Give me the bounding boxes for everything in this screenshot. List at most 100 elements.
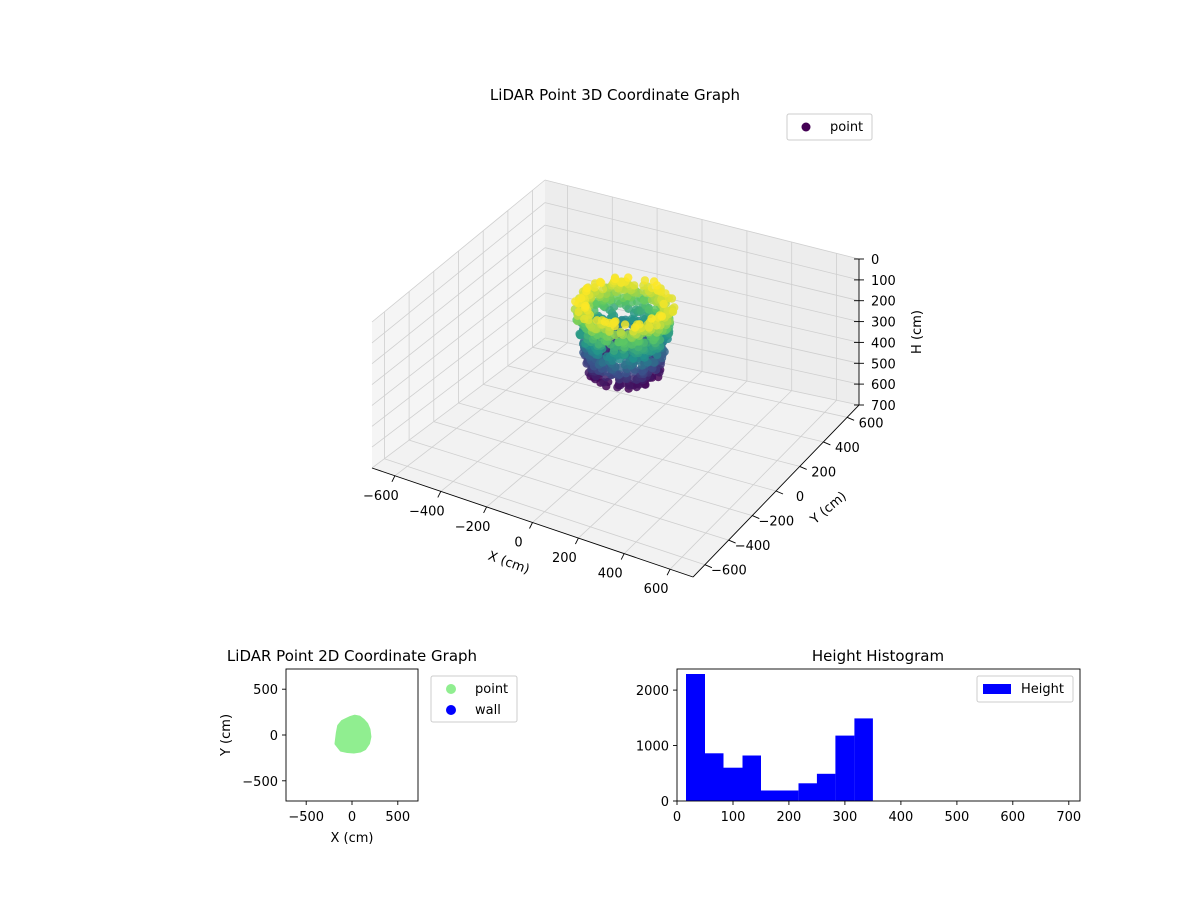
x-tick-label-3d: −600 [363,489,399,504]
y-tick-mark-3d [775,490,784,495]
grid-floor-y-line [483,384,800,467]
point-3d [652,281,662,290]
grid-side-z-line [371,315,546,448]
x-tick-label-histogram: 700 [1056,810,1081,825]
point-3d [647,314,656,323]
legend-2d-point-marker [446,684,456,694]
y-tick-label-3d: 400 [835,441,860,456]
point-3d [582,284,591,293]
x-tick-label-2d: 500 [385,810,410,825]
point-3d [597,278,606,288]
point-3d [657,312,667,321]
point-3d [624,273,633,282]
point-3d [640,276,650,285]
point-3d [576,331,585,340]
histogram-bar [742,755,761,801]
plot-frame-histogram [676,668,1081,802]
x-tick-label-histogram: 600 [1000,810,1025,825]
histogram-bar [761,790,780,801]
grid-side-z-line [371,179,546,323]
point-3d [630,323,640,332]
grid-floor-y-line [433,421,753,516]
histogram-bar [816,773,836,801]
histogram-bar [686,674,705,801]
histogram-bar [779,790,799,801]
legend-2d-wall-label: wall [475,703,501,718]
grid-side-z-line [371,292,546,427]
histogram-bar [835,735,855,801]
grid-side-z-line [371,202,546,344]
point-3d [616,327,625,337]
z-tick-label-3d: 0 [871,253,879,268]
grid-floor-y-line [384,458,706,566]
x-tick-mark-3d [620,553,625,560]
x-tick-label-histogram: 400 [888,810,913,825]
z-tick-label-3d: 500 [871,357,896,372]
x-tick-label-2d: 0 [348,810,356,825]
grid-back-z-line [544,247,860,322]
pane-floor [372,338,859,577]
y-tick-label-3d: −200 [758,515,794,530]
z-tick-label-3d: 100 [871,274,896,289]
z-tick-label-3d: 200 [871,295,896,310]
y-tick-label-histogram: 0 [661,795,669,810]
point-3d [610,274,620,284]
x-tick-mark-3d [666,568,671,576]
point-3d [600,317,610,326]
legend-3d-marker [801,122,811,132]
scatter-2d-point-cloud [334,714,372,754]
x-tick-label-3d: 400 [598,567,623,582]
ticks-2d: −500 0 500 −500 0 500 [242,683,410,825]
x-tick-label-3d: 200 [552,551,577,566]
point-3d [590,283,599,292]
height-histogram: Height Histogram 0 100 200 300 400 500 600 7000… [636,647,1081,825]
histogram-bars [686,674,873,801]
z-axis-label-3d: H (cm) [910,310,925,354]
y-tick-mark-3d [704,564,713,569]
x-tick-label-3d: 600 [644,582,669,597]
point-3d [594,340,603,349]
point-3d [652,321,661,330]
point-3d [610,318,619,327]
grid-floor-y-line [458,402,777,492]
point-3d [659,299,668,309]
x-tick-label-3d: 0 [514,536,522,551]
grid-back-z-line [544,202,860,281]
y-tick-label-histogram: 1000 [636,740,669,755]
point-3d [620,320,630,329]
histogram-bar [854,718,873,801]
point-3d [574,299,583,308]
chart-3d-title: LiDAR Point 3D Coordinate Graph [490,86,740,104]
chart-3d: LiDAR Point 3D Coordinate Graph −600 −400… [363,86,925,597]
histogram-bar [798,783,817,801]
y-tick-label-3d: −400 [735,539,771,554]
y-tick-label-histogram: 2000 [636,684,669,699]
point-3d [581,301,590,310]
point-3d [580,314,589,324]
x-tick-mark-3d [529,522,533,529]
y-tick-mark-3d [799,465,807,470]
grid-back-z-line [544,224,860,302]
histogram-title: Height Histogram [812,647,944,665]
point-3d [649,357,658,367]
y-tick-mark-3d [752,515,760,520]
grid-side-z-line [371,247,546,385]
point-3d [668,307,678,316]
x-tick-label-histogram: 500 [944,810,969,825]
legend-2d-wall-marker [446,705,456,715]
point-3d [619,337,628,346]
legend-2d: point wall [430,675,518,723]
y-tick-label-3d: 200 [811,465,836,480]
x-tick-mark-3d [574,537,579,545]
y-tick-label-3d: −600 [711,564,747,579]
legend-histogram-frame [976,675,1074,703]
point-3d [617,278,626,287]
x-tick-mark-3d [483,506,488,514]
legend-histogram-label: Height [1021,682,1064,697]
x-axis-label-3d: X (cm) [486,549,532,578]
x-tick-label-2d: −500 [288,810,324,825]
grid-side-z-line [371,224,546,365]
y-tick-mark-3d [728,539,736,544]
grid-side-z-line [371,269,546,406]
